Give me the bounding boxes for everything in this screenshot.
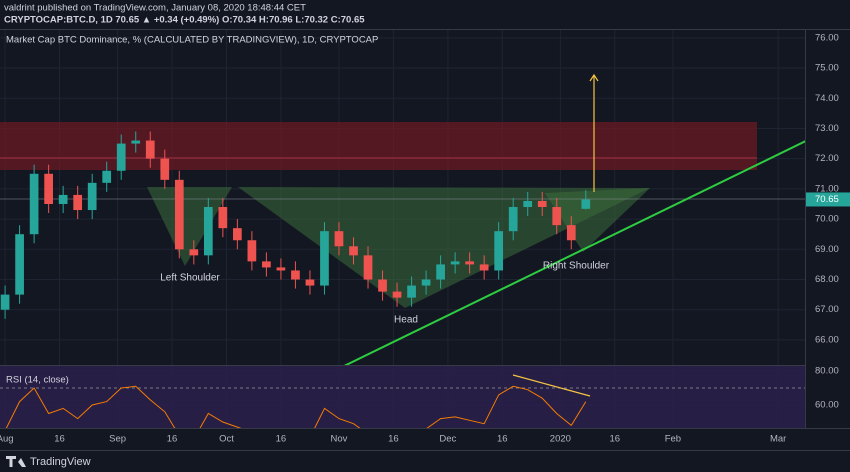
candle-body: [320, 231, 329, 286]
x-tick-label: Nov: [331, 434, 348, 445]
candles: [0, 131, 591, 319]
candle-body: [131, 140, 141, 144]
candle-body: [334, 231, 344, 247]
candle-body: [465, 261, 474, 265]
candle-body: [233, 228, 242, 241]
candle-body: [566, 225, 576, 241]
candle-body: [160, 158, 170, 180]
y-tick-label: 75.00: [815, 63, 839, 74]
y-tick-label: 67.00: [815, 304, 839, 315]
y-tick-label: 74.00: [815, 93, 839, 104]
x-tick-label: 2020: [550, 434, 571, 445]
candle-body: [407, 285, 416, 298]
candle-body: [15, 234, 24, 295]
footer-brand: TradingView: [30, 456, 91, 468]
y-tick-label: 80.00: [815, 365, 839, 376]
x-tick-label: 16: [610, 434, 621, 445]
candle-body: [305, 279, 315, 286]
pane-title: Market Cap BTC Dominance, % (CALCULATED …: [6, 35, 378, 46]
y-tick-label: 70.00: [815, 214, 839, 225]
y-tick-label: 72.00: [815, 153, 839, 164]
candle-body: [523, 200, 533, 208]
x-tick-label: 16: [497, 434, 508, 445]
candle-body: [349, 246, 358, 256]
trendline: [343, 140, 805, 365]
candle-body: [0, 294, 10, 310]
x-tick-label: Aug: [0, 434, 14, 445]
candle-body: [421, 279, 431, 286]
left-shoulder-shape: [147, 187, 232, 266]
y-tick-label: 68.00: [815, 274, 839, 285]
head-shape: [238, 187, 650, 308]
y-tick-label: 71.00: [815, 183, 839, 194]
x-tick-label: 16: [54, 434, 65, 445]
candle-body: [58, 194, 68, 204]
symbol-info: CRYPTOCAP:BTC.D, 1D 70.65 ▲ +0.34 (+0.49…: [4, 15, 365, 26]
annotation: Head: [394, 315, 418, 326]
candle-body: [392, 291, 402, 298]
candle-body: [378, 279, 387, 292]
candle-body: [116, 143, 126, 171]
x-tick-label: 16: [276, 434, 287, 445]
candle-body: [73, 194, 83, 211]
candle-body: [262, 261, 271, 268]
candle-body: [436, 264, 445, 280]
candle-body: [494, 231, 504, 271]
x-tick-label: Mar: [770, 434, 786, 445]
rsi-band: [0, 366, 805, 428]
candle-body: [363, 255, 373, 280]
x-tick-label: 16: [388, 434, 399, 445]
candle-body: [276, 267, 286, 271]
candle-body: [174, 179, 184, 250]
candle-body: [189, 249, 199, 256]
candle-body: [44, 173, 53, 204]
y-tick-label: 76.00: [815, 32, 839, 43]
candle-body: [87, 182, 97, 211]
candle-body: [537, 200, 547, 208]
candle-body: [508, 207, 518, 232]
right-shoulder-shape: [545, 188, 650, 252]
y-tick-label: 73.00: [815, 123, 839, 134]
resistance-zone: [0, 122, 757, 170]
y-tick-label: 60.00: [815, 400, 839, 411]
price-tag-label: 70.65: [815, 194, 839, 205]
y-tick-label: 69.00: [815, 244, 839, 255]
price-tag: [806, 192, 850, 207]
candle-body: [247, 240, 257, 262]
candle-body: [450, 261, 460, 265]
candle-body: [203, 207, 213, 256]
logo: [6, 456, 26, 467]
rsi-pane: [5, 385, 587, 428]
x-tick-label: Sep: [109, 434, 126, 445]
y-tick-label: 66.00: [815, 334, 839, 345]
x-tick-label: 16: [167, 434, 178, 445]
drawings: [0, 73, 805, 365]
arrow-head: [589, 73, 599, 82]
candle-body: [291, 270, 300, 280]
candle-body: [29, 173, 39, 235]
candle-body: [479, 264, 489, 271]
candle-body: [552, 207, 562, 226]
x-tick-label: Dec: [439, 434, 456, 445]
candle-body: [102, 170, 112, 183]
annotation: Left Shoulder: [160, 273, 220, 284]
rsi-line: [5, 385, 587, 428]
candle-body: [218, 207, 228, 229]
candle-body: [145, 140, 155, 159]
x-tick-label: Oct: [219, 434, 234, 445]
candle-body: [581, 199, 591, 209]
x-tick-label: Feb: [665, 434, 681, 445]
publish-info: valdrint published on TradingView.com, J…: [4, 3, 306, 14]
rsi-title: RSI (14, close): [6, 375, 69, 386]
annotation: Right Shoulder: [543, 261, 610, 272]
divergence-line: [512, 374, 591, 397]
